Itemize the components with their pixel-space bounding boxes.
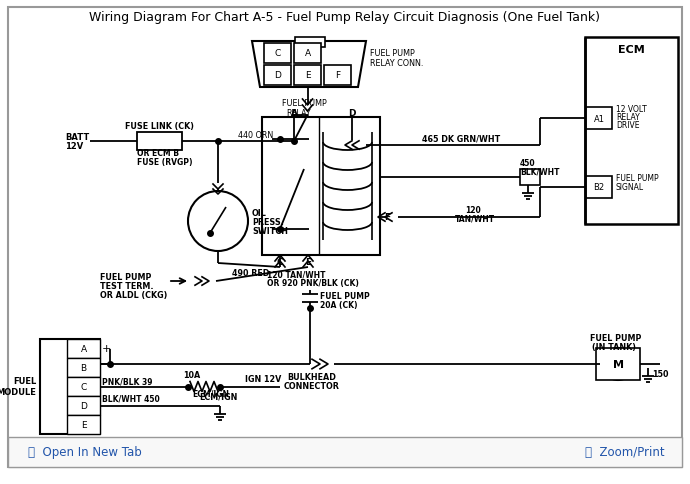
Text: A: A: [81, 344, 86, 353]
Bar: [324, 66, 351, 86]
Text: +: +: [102, 344, 111, 354]
Text: BLK/WHT: BLK/WHT: [520, 167, 560, 176]
Bar: [67, 396, 100, 415]
Text: DRIVE: DRIVE: [616, 121, 640, 130]
Bar: [294, 66, 321, 86]
Text: 150: 150: [652, 370, 669, 378]
Text: E: E: [305, 258, 311, 267]
Text: 12 VOLT: 12 VOLT: [616, 106, 647, 114]
Text: TAN/WHT: TAN/WHT: [455, 214, 495, 223]
Text: F: F: [335, 71, 340, 80]
Text: OR ALDL (CKG): OR ALDL (CKG): [100, 291, 168, 300]
Text: M: M: [613, 359, 624, 369]
Text: FUEL PUMP: FUEL PUMP: [616, 174, 659, 183]
Text: SIGNAL: SIGNAL: [616, 183, 644, 192]
Text: A1: A1: [593, 114, 604, 123]
Text: BLK/WHT 450: BLK/WHT 450: [102, 394, 160, 403]
Text: RELAY CONN.: RELAY CONN.: [370, 60, 424, 68]
Text: ECM/IGN: ECM/IGN: [192, 389, 229, 398]
Text: SWITCH: SWITCH: [252, 227, 288, 236]
Text: FUEL PUMP: FUEL PUMP: [320, 292, 370, 301]
Bar: [294, 44, 321, 64]
Text: 440 ORN: 440 ORN: [238, 131, 274, 140]
Bar: [67, 358, 100, 377]
Text: FUSE (RVGP): FUSE (RVGP): [137, 158, 193, 167]
Text: 450: 450: [520, 159, 535, 168]
Bar: [8, 437, 682, 467]
Text: RELAY: RELAY: [616, 113, 640, 122]
Bar: [585, 38, 678, 225]
Text: 20A (CK): 20A (CK): [320, 301, 357, 310]
Bar: [596, 348, 640, 380]
Text: A: A: [304, 49, 310, 59]
Text: 🔍  Zoom/Print: 🔍 Zoom/Print: [585, 446, 665, 458]
Bar: [586, 108, 612, 130]
Bar: [262, 118, 380, 256]
Text: A: A: [290, 109, 297, 118]
Text: CONNECTOR: CONNECTOR: [284, 382, 340, 391]
Text: FUEL PUMP: FUEL PUMP: [370, 49, 415, 59]
Text: 10A: 10A: [184, 370, 201, 379]
Text: D: D: [80, 401, 87, 410]
Text: E: E: [81, 420, 86, 429]
Text: BULKHEAD: BULKHEAD: [288, 373, 337, 382]
Text: IGN 12V: IGN 12V: [245, 374, 282, 383]
Text: TEST TERM.: TEST TERM.: [100, 282, 153, 291]
Text: FUEL PUMP: FUEL PUMP: [590, 334, 642, 343]
Bar: [40, 339, 100, 434]
Text: ECM/IGN: ECM/IGN: [199, 392, 237, 401]
Text: PNK/BLK 39: PNK/BLK 39: [102, 377, 152, 386]
Text: 120 TAN/WHT: 120 TAN/WHT: [267, 270, 326, 279]
Text: FUEL: FUEL: [12, 376, 36, 385]
Text: E: E: [305, 71, 310, 80]
Text: FUSE LINK (CK): FUSE LINK (CK): [125, 121, 194, 130]
Text: B: B: [81, 363, 86, 372]
Text: C: C: [275, 49, 281, 59]
Bar: [295, 38, 325, 48]
Text: ECM: ECM: [618, 45, 645, 55]
Text: FUEL PUMP: FUEL PUMP: [282, 99, 327, 108]
Bar: [264, 66, 291, 86]
Text: 120: 120: [465, 206, 481, 215]
Text: (IN TANK): (IN TANK): [592, 343, 636, 352]
Text: RELAY: RELAY: [286, 108, 310, 117]
Bar: [520, 170, 540, 186]
Text: C: C: [277, 258, 284, 267]
Text: BATT: BATT: [65, 133, 89, 142]
Bar: [586, 177, 612, 198]
Text: 465 DK GRN/WHT: 465 DK GRN/WHT: [422, 134, 500, 143]
Text: PRESS.: PRESS.: [252, 218, 284, 227]
Text: MODULE: MODULE: [0, 387, 36, 396]
Bar: [67, 377, 100, 396]
Text: ⧖  Open In New Tab: ⧖ Open In New Tab: [28, 446, 141, 458]
Bar: [67, 339, 100, 358]
Text: OR ECM B: OR ECM B: [137, 149, 179, 158]
Text: OR 920 PNK/BLK (CK): OR 920 PNK/BLK (CK): [267, 279, 359, 288]
Bar: [67, 415, 100, 434]
Text: C: C: [80, 382, 87, 391]
Text: F: F: [384, 213, 390, 222]
Text: B2: B2: [593, 183, 604, 192]
Text: D: D: [348, 109, 356, 118]
Text: Wiring Diagram For Chart A-5 - Fuel Pump Relay Circuit Diagnosis (One Fuel Tank): Wiring Diagram For Chart A-5 - Fuel Pump…: [88, 11, 600, 23]
Text: D: D: [274, 71, 281, 80]
Text: FUEL PUMP: FUEL PUMP: [100, 273, 151, 282]
Text: OIL: OIL: [252, 209, 267, 218]
Bar: [137, 133, 182, 151]
Bar: [264, 44, 291, 64]
Text: 12V: 12V: [65, 142, 83, 151]
Text: 490 RED: 490 RED: [232, 269, 269, 278]
